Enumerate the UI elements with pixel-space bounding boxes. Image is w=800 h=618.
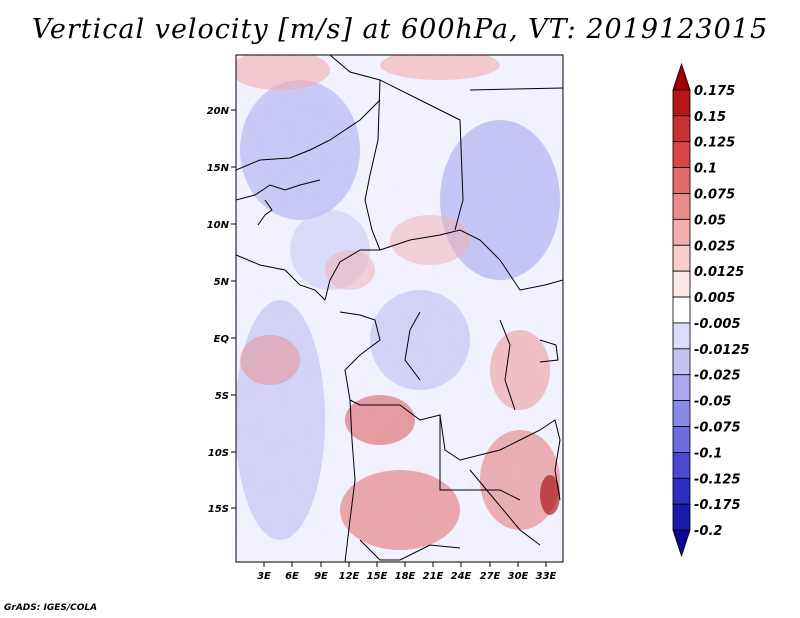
lon-label: 24E	[451, 571, 472, 582]
lat-label: 10N	[207, 220, 230, 231]
colorbar-segment	[672, 115, 691, 143]
lon-label: 9E	[314, 571, 328, 582]
colorbar-label: -0.2	[694, 524, 722, 539]
lat-axis: 20N 15N 10N 5N EQ 5S 10S 15S	[207, 106, 236, 515]
colorbar-label: 0.025	[694, 239, 735, 254]
colorbar-label: -0.175	[694, 498, 741, 513]
colorbar-label: 0.0125	[694, 265, 744, 280]
lon-label: 3E	[257, 571, 271, 582]
colorbar-segment	[672, 477, 691, 505]
colorbar-label: 0.075	[694, 187, 735, 202]
colorbar-segment	[672, 218, 691, 246]
lon-label: 15E	[367, 571, 388, 582]
colorbar-segment	[672, 167, 691, 194]
lon-label: 18E	[395, 571, 416, 582]
velocity-field	[236, 55, 563, 562]
colorbar-label: -0.05	[694, 395, 731, 410]
lat-label: 20N	[207, 106, 230, 117]
lon-label: 30E	[508, 571, 529, 582]
lon-label: 6E	[285, 571, 299, 582]
colorbar-label: -0.125	[694, 472, 741, 487]
colorbar-label: 0.1	[694, 162, 717, 177]
lat-label: 15N	[207, 163, 230, 174]
colorbar-label: 0.125	[694, 136, 735, 151]
colorbar-label: 0.05	[694, 213, 726, 228]
colorbar: 0.175 0.15 0.125 0.1 0.075 0.05 0.025 0.0125 0.0…	[672, 62, 750, 558]
country-borders	[236, 55, 563, 562]
colorbar-segment	[672, 244, 691, 272]
colorbar-segment	[672, 374, 691, 402]
colorbar-segment	[672, 400, 691, 427]
colorbar-segment	[672, 426, 691, 453]
colorbar-segment	[672, 296, 691, 324]
colorbar-label: -0.025	[694, 369, 741, 384]
colorbar-label: -0.1	[694, 446, 722, 461]
colorbar-label: -0.075	[694, 421, 741, 436]
colorbar-label: -0.005	[694, 317, 741, 332]
colorbar-label: -0.0125	[694, 343, 750, 358]
lat-label: 15S	[208, 504, 229, 515]
colorbar-segment	[672, 193, 691, 220]
colorbar-segment	[672, 270, 691, 298]
colorbar-label: 0.175	[694, 84, 735, 99]
lat-label: 5N	[214, 277, 230, 288]
lon-label: 27E	[480, 571, 501, 582]
chart-title: Vertical velocity [m/s] at 600hPa, VT: 2…	[31, 14, 769, 45]
colorbar-segment	[672, 322, 691, 350]
grads-credit: GrADS: IGES/COLA	[4, 603, 98, 613]
lon-axis: 3E 6E 9E 12E 15E 18E 21E 24E 27E 30E 33E	[257, 562, 557, 582]
lat-label: 10S	[208, 448, 229, 459]
colorbar-segment	[672, 529, 691, 558]
colorbar-segment	[672, 503, 691, 531]
colorbar-segment	[672, 89, 691, 117]
colorbar-label: 0.005	[694, 291, 735, 306]
map-frame	[235, 54, 564, 563]
lon-label: 21E	[423, 571, 444, 582]
lat-label: 5S	[215, 391, 229, 402]
colorbar-segment	[672, 348, 691, 376]
lon-label: 12E	[339, 571, 360, 582]
colorbar-segment	[672, 62, 691, 91]
colorbar-segment	[672, 452, 691, 479]
lat-label: EQ	[214, 334, 230, 345]
colorbar-segment	[672, 141, 691, 168]
colorbar-label: 0.15	[694, 110, 726, 125]
lon-label: 33E	[536, 571, 557, 582]
